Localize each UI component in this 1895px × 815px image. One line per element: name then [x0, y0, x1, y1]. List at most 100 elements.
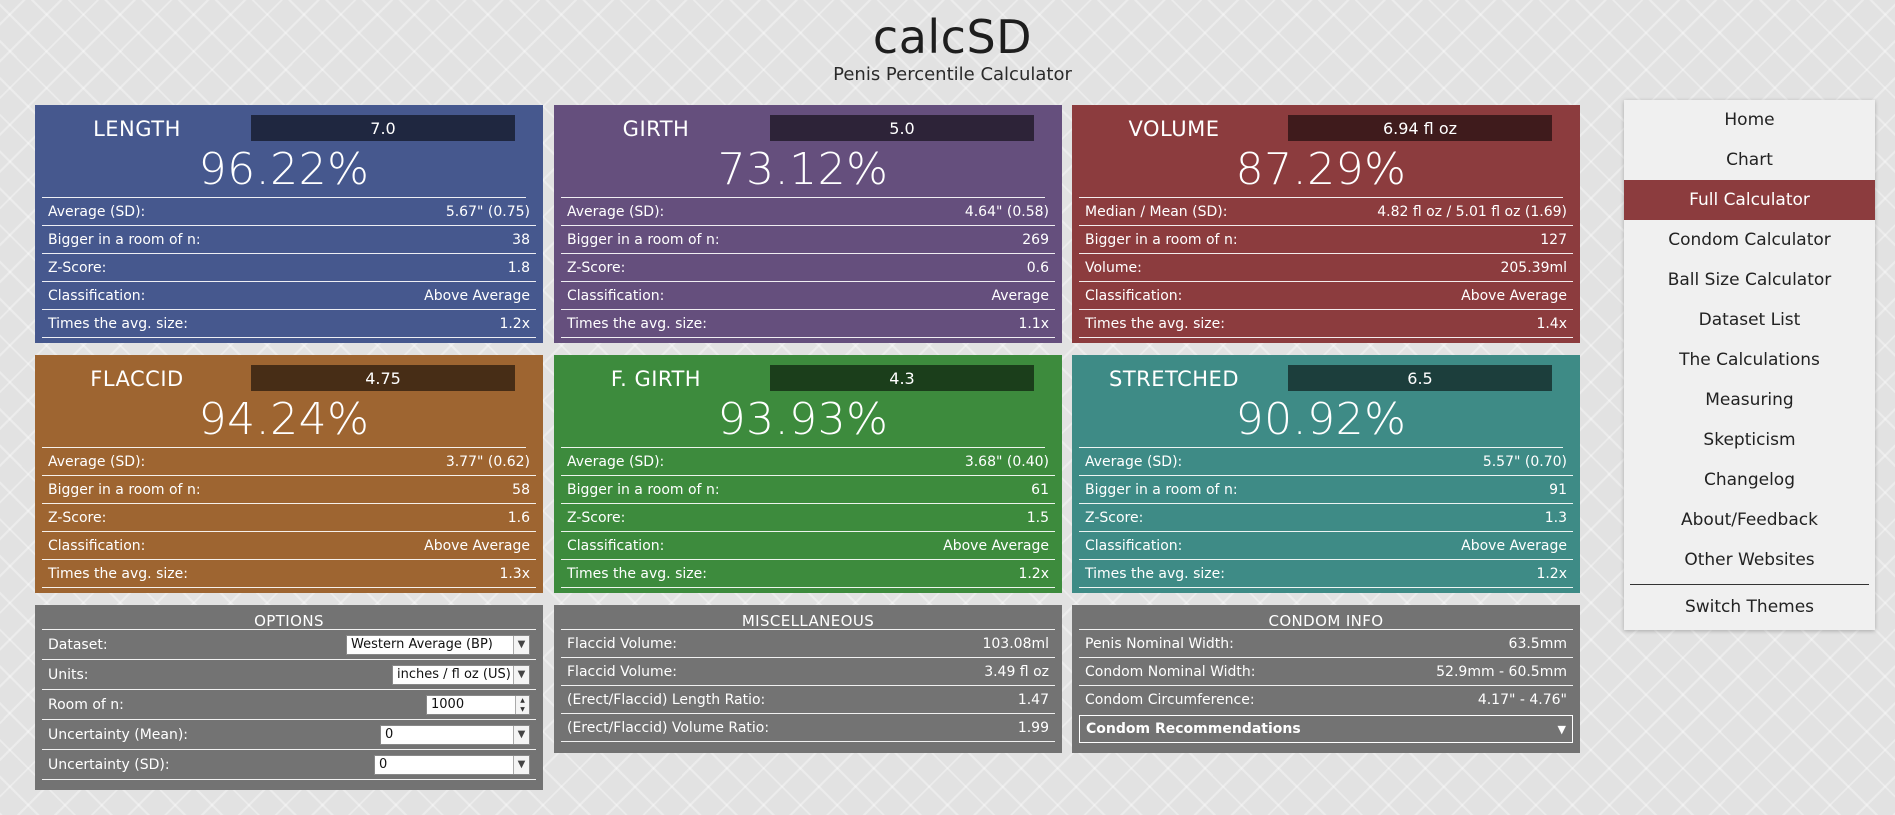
- stat-value: 1.6: [507, 509, 530, 526]
- length-card: LENGTH 96.22% Average (SD):5.67" (0.75) …: [35, 105, 543, 343]
- uncertainty-sd-row: Uncertainty (SD): 0 ▼: [42, 750, 536, 780]
- flaccid-card: FLACCID 94.24% Average (SD): 3.77" (0.62)…: [35, 355, 543, 593]
- stat-label: Median / Mean (SD):: [1085, 203, 1228, 220]
- stat-label: Times the avg. size:: [1085, 315, 1225, 332]
- stat-row: Times the avg. size: 1.2x: [561, 560, 1055, 588]
- switch-themes-button[interactable]: Switch Themes: [1684, 597, 1815, 617]
- stretched-input[interactable]: [1288, 365, 1552, 391]
- stat-row: Bigger in a room of n: 127: [1079, 226, 1573, 254]
- stat-value: 58: [512, 481, 530, 498]
- misc-row: (Erect/Flaccid) Length Ratio: 1.47: [561, 686, 1055, 714]
- stat-value: 1.4x: [1536, 315, 1567, 332]
- stat-value: 1.2x: [499, 315, 530, 332]
- misc-panel: MISCELLANEOUS Flaccid Volume: 103.08ml Fl…: [554, 605, 1062, 753]
- condom-value: 4.17" - 4.76": [1477, 692, 1567, 708]
- nav-item-full-calculator[interactable]: Full Calculator: [1624, 180, 1875, 220]
- stat-row: Classification: Above Average: [42, 532, 536, 560]
- stat-label: Classification:: [567, 287, 665, 304]
- girth-input[interactable]: [770, 115, 1034, 141]
- misc-row: Flaccid Volume: 103.08ml: [561, 630, 1055, 658]
- stat-row: Average (SD): 5.67" (0.75): [42, 198, 536, 226]
- nav-item-chart[interactable]: Chart: [1726, 150, 1773, 170]
- stat-label: Times the avg. size:: [567, 315, 707, 332]
- stat-value: Above Average: [424, 287, 530, 304]
- dataset-value: Western Average (BP): [351, 637, 493, 652]
- stat-label: Z-Score:: [567, 259, 626, 276]
- stat-row: Times the avg. size: 1.1x: [561, 310, 1055, 338]
- length-input[interactable]: [251, 115, 515, 141]
- condom-value: 52.9mm - 60.5mm: [1436, 663, 1567, 680]
- flaccid-girth-input[interactable]: [770, 365, 1034, 391]
- spinner-icon[interactable]: ▲ ▼: [515, 695, 529, 714]
- volume-input[interactable]: [1288, 115, 1552, 141]
- stat-value: 91: [1549, 481, 1567, 498]
- room-input[interactable]: 1000 ▲ ▼: [426, 694, 530, 715]
- volume-percentile: 87.29%: [1079, 142, 1563, 198]
- stat-label: Classification:: [48, 537, 146, 554]
- condom-label: Condom Nominal Width:: [1085, 663, 1256, 680]
- misc-label: (Erect/Flaccid) Volume Ratio:: [567, 719, 770, 736]
- stretched-label: STRETCHED: [1108, 367, 1239, 391]
- nav-item-condom-calculator[interactable]: Condom Calculator: [1668, 230, 1831, 250]
- dataset-select[interactable]: Western Average (BP) ▼: [346, 634, 530, 655]
- room-label: Room of n:: [48, 696, 124, 713]
- nav-item-measuring[interactable]: Measuring: [1705, 390, 1794, 410]
- nav-item-skepticism[interactable]: Skepticism: [1703, 430, 1796, 450]
- units-select[interactable]: inches / fl oz (US) ▼: [392, 664, 530, 685]
- stat-label: Times the avg. size:: [48, 315, 188, 332]
- nav-item-about-feedback[interactable]: About/Feedback: [1681, 510, 1818, 530]
- stat-value: Average: [991, 287, 1050, 304]
- girth-card: GIRTH 73.12% Average (SD): 4.64" (0.58) B…: [554, 105, 1062, 343]
- stat-label: Z-Score:: [567, 509, 626, 526]
- stat-row: Bigger in a room of n: 61: [561, 476, 1055, 504]
- nav-item-changelog[interactable]: Changelog: [1703, 470, 1795, 490]
- stretched-card: STRETCHED 90.92% Average (SD): 5.57" (0.7…: [1072, 355, 1580, 593]
- stat-value: 3.77" (0.62): [445, 453, 530, 470]
- nav-item-ball-size-calculator[interactable]: Ball Size Calculator: [1667, 270, 1832, 290]
- length-label: LENGTH: [93, 117, 181, 141]
- condom-value: 63.5mm: [1508, 635, 1567, 652]
- chevron-down-icon: ▼: [513, 665, 529, 684]
- stat-row: Z-Score: 1.3: [1079, 504, 1573, 532]
- condom-recommendations-dropdown[interactable]: Condom Recommendations ▼: [1079, 715, 1573, 743]
- stat-value: 1.3x: [499, 565, 530, 582]
- condom-label: Condom Circumference:: [1085, 692, 1255, 708]
- stat-row: Median / Mean (SD): 4.82 fl oz / 5.01 fl …: [1079, 198, 1573, 226]
- uncertainty-sd-select[interactable]: 0 ▼: [374, 754, 530, 775]
- flaccid-input[interactable]: [251, 365, 515, 391]
- condom-row: Condom Circumference: 4.17" - 4.76": [1079, 686, 1573, 714]
- stat-label: Classification:: [48, 287, 146, 304]
- nav-item-dataset-list[interactable]: Dataset List: [1698, 310, 1801, 330]
- uncertainty-mean-select[interactable]: 0 ▼: [380, 724, 530, 745]
- stat-row: Average (SD): 4.64" (0.58): [561, 198, 1055, 226]
- misc-value: 1.47: [1017, 691, 1049, 708]
- uncertainty-sd-value: 0: [379, 757, 388, 772]
- stat-label: Bigger in a room of n:: [567, 231, 720, 248]
- stat-row: Classification: Above Average: [1079, 282, 1573, 310]
- nav-item-other-websites[interactable]: Other Websites: [1684, 550, 1815, 570]
- options-panel: OPTIONS Dataset: Western Average (BP) ▼ …: [35, 605, 543, 790]
- girth-percentile: 73.12%: [561, 142, 1045, 198]
- stat-label: Z-Score:: [1085, 509, 1144, 526]
- nav-item-home[interactable]: Home: [1724, 110, 1775, 130]
- stat-row: Times the avg. size: 1.2x: [1079, 560, 1573, 588]
- stat-row: Average (SD): 3.68" (0.40): [561, 448, 1055, 476]
- site-title: calcSD: [872, 10, 1033, 64]
- chevron-down-icon: ▼: [513, 755, 529, 774]
- condom-row: Condom Nominal Width: 52.9mm - 60.5mm: [1079, 658, 1573, 686]
- stat-label: Average (SD):: [567, 453, 665, 470]
- nav-item-the-calculations[interactable]: The Calculations: [1679, 350, 1820, 370]
- stat-value: Above Average: [943, 537, 1049, 554]
- stat-value: 1.2x: [1536, 565, 1567, 582]
- stat-label: Times the avg. size:: [48, 565, 188, 582]
- flaccid-girth-percentile: 93.93%: [561, 392, 1045, 448]
- volume-card: VOLUME 87.29% Median / Mean (SD): 4.82 fl…: [1072, 105, 1580, 343]
- stat-label: Volume:: [1085, 259, 1142, 276]
- stat-value: 5.57" (0.70): [1482, 453, 1567, 470]
- stat-row: Times the avg. size: 1.3x: [42, 560, 536, 588]
- stat-row: Z-Score: 1.5: [561, 504, 1055, 532]
- uncertainty-sd-label: Uncertainty (SD):: [48, 756, 170, 773]
- stat-row: Bigger in a room of n: 38: [42, 226, 536, 254]
- stat-value: 1.5: [1026, 509, 1049, 526]
- stat-value: 1.3: [1544, 509, 1567, 526]
